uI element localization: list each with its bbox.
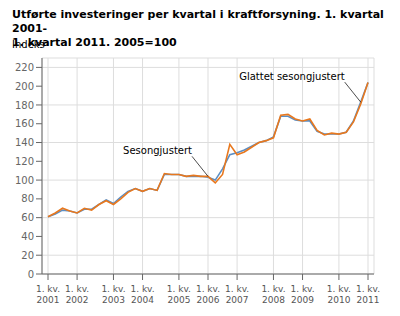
- svg-text:1. kv.2002: 1. kv.2002: [65, 284, 89, 305]
- svg-text:1. kv.2011: 1. kv.2011: [356, 284, 380, 305]
- svg-text:200: 200: [15, 81, 34, 92]
- svg-text:1. kv.2009: 1. kv.2009: [290, 284, 314, 305]
- svg-text:1. kv.2003: 1. kv.2003: [101, 284, 125, 305]
- html-text:1. kvartal 2011. 2005=100: 1. kvartal 2011. 2005=100: [12, 36, 177, 49]
- svg-text:100: 100: [15, 175, 34, 186]
- svg-text:80: 80: [21, 193, 34, 204]
- svg-text:60: 60: [21, 212, 34, 223]
- svg-text:1. kv.2001: 1. kv.2001: [36, 284, 60, 305]
- svg-text:0: 0: [28, 269, 34, 280]
- svg-text:1. kv.2005: 1. kv.2005: [167, 284, 191, 305]
- svg-text:1. kv.2006: 1. kv.2006: [196, 284, 220, 305]
- svg-text:Sesongjustert: Sesongjustert: [123, 145, 192, 156]
- svg-text:1. kv.2004: 1. kv.2004: [130, 284, 154, 305]
- svg-text:1. kv.2010: 1. kv.2010: [327, 284, 351, 305]
- svg-text:140: 140: [15, 137, 34, 148]
- svg-text:160: 160: [15, 118, 34, 129]
- svg-text:1. kv.2008: 1. kv.2008: [261, 284, 285, 305]
- svg-text:180: 180: [15, 100, 34, 111]
- svg-text:220: 220: [15, 62, 34, 73]
- svg-text:120: 120: [15, 156, 34, 167]
- html-text:Utførte investeringer per kvar: Utførte investeringer per kvartal i kraf…: [12, 8, 384, 35]
- svg-text:40: 40: [21, 231, 34, 242]
- svg-text:20: 20: [21, 250, 34, 261]
- svg-text:1. kv.2007: 1. kv.2007: [225, 284, 249, 305]
- svg-text:Glattet sesongjustert: Glattet sesongjustert: [239, 71, 345, 82]
- html-text:Indeks: Indeks: [12, 39, 45, 50]
